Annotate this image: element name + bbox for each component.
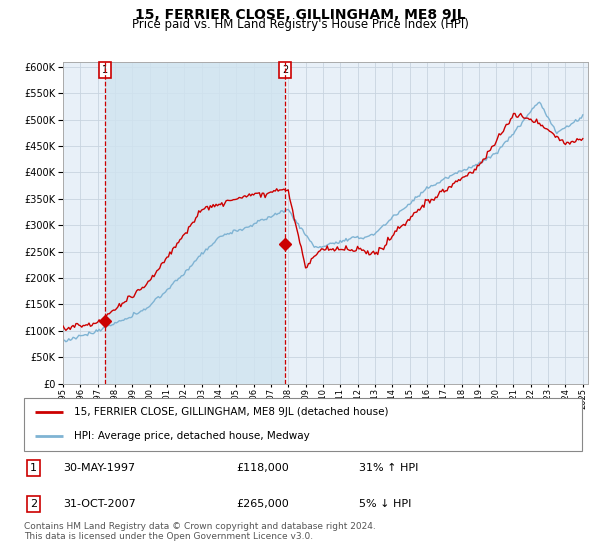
Text: 1: 1 [101, 65, 108, 75]
Text: 30-MAY-1997: 30-MAY-1997 [63, 463, 135, 473]
Text: 15, FERRIER CLOSE, GILLINGHAM, ME8 9JL: 15, FERRIER CLOSE, GILLINGHAM, ME8 9JL [134, 8, 466, 22]
Text: Price paid vs. HM Land Registry's House Price Index (HPI): Price paid vs. HM Land Registry's House … [131, 18, 469, 31]
Text: 31% ↑ HPI: 31% ↑ HPI [359, 463, 418, 473]
Text: £265,000: £265,000 [236, 499, 289, 509]
Text: HPI: Average price, detached house, Medway: HPI: Average price, detached house, Medw… [74, 431, 310, 441]
Text: 2: 2 [30, 499, 37, 509]
Text: 15, FERRIER CLOSE, GILLINGHAM, ME8 9JL (detached house): 15, FERRIER CLOSE, GILLINGHAM, ME8 9JL (… [74, 407, 389, 417]
Text: 1: 1 [30, 463, 37, 473]
Text: 2: 2 [282, 65, 289, 75]
Text: 31-OCT-2007: 31-OCT-2007 [63, 499, 136, 509]
Bar [105, 62, 286, 384]
Text: 5% ↓ HPI: 5% ↓ HPI [359, 499, 411, 509]
Text: Contains HM Land Registry data © Crown copyright and database right 2024.
This d: Contains HM Land Registry data © Crown c… [24, 522, 376, 542]
Text: £118,000: £118,000 [236, 463, 289, 473]
FancyBboxPatch shape [24, 398, 582, 451]
